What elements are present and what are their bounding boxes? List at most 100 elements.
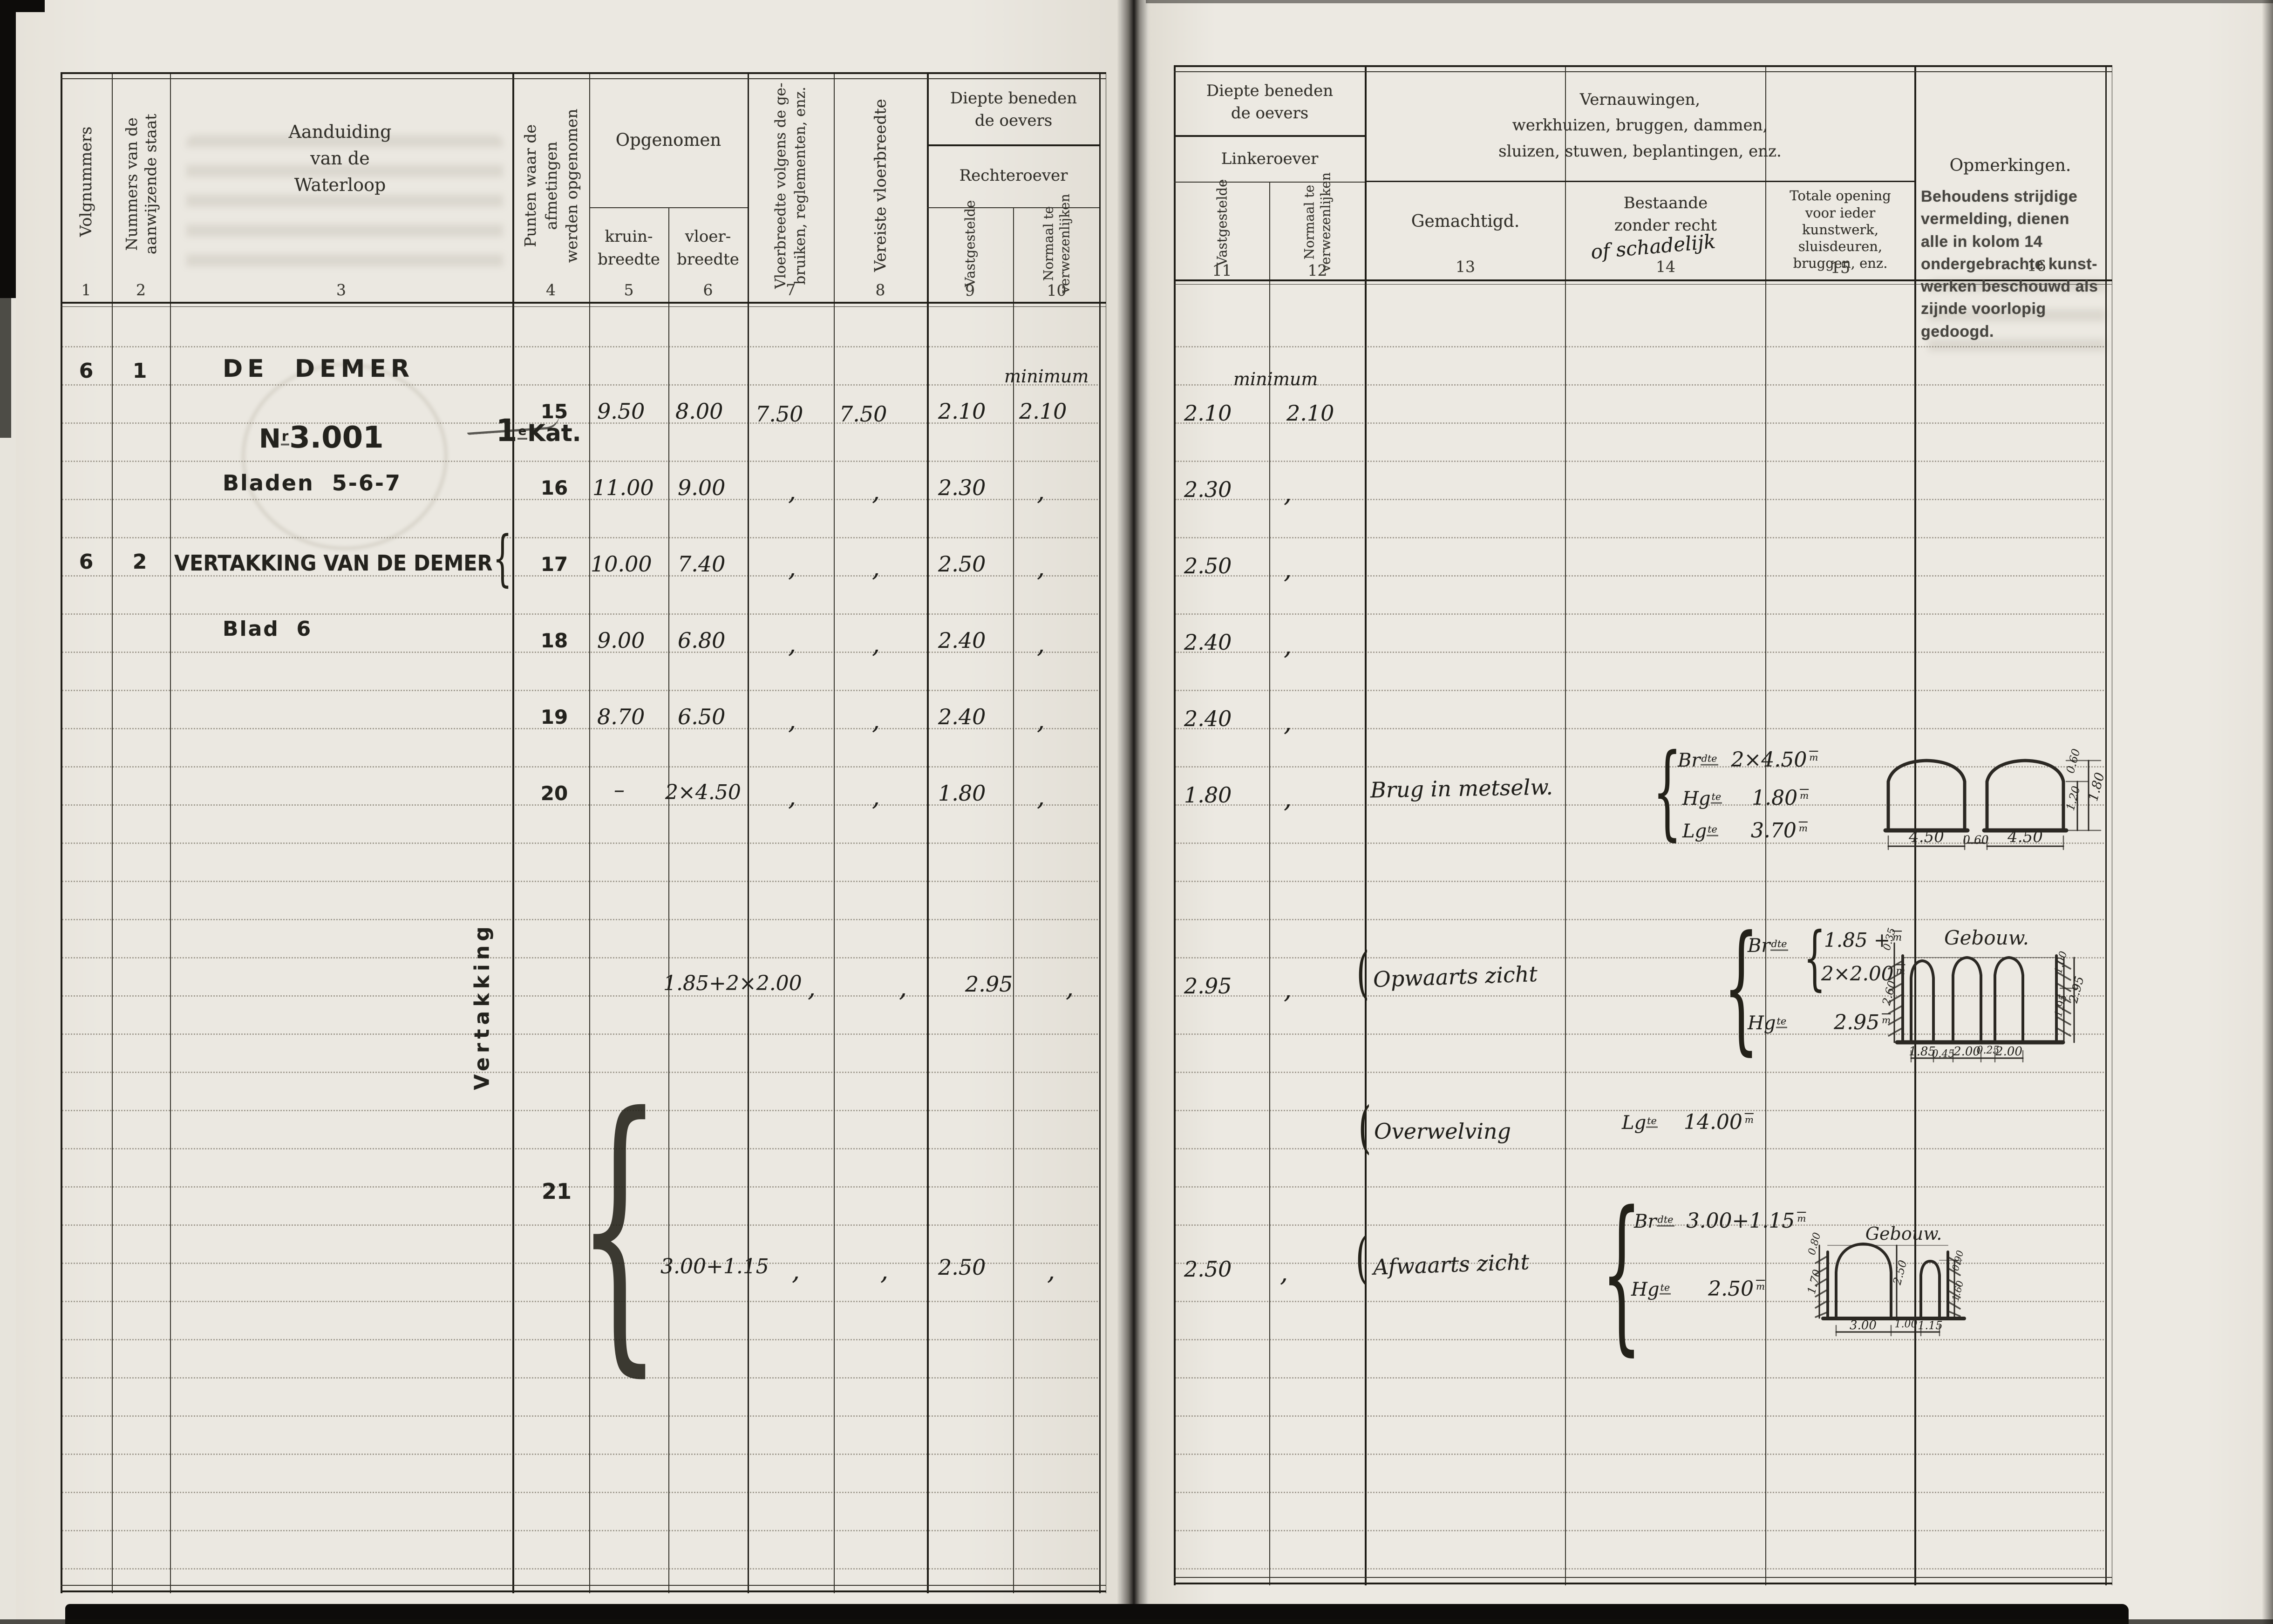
minimum-note: minimum <box>1004 366 1089 387</box>
col16-header: Opmerkingen. <box>1949 156 2071 175</box>
scan-edge-right <box>2262 0 2273 1624</box>
rechteroever-label: Rechteroever <box>959 166 1068 185</box>
rule-line <box>1174 135 1365 137</box>
opening-lengte-note: Lgte 3.70 m <box>1682 819 1808 843</box>
staatnummer-value: 2 <box>132 550 147 574</box>
ditto-mark: , <box>899 973 907 1002</box>
opening-hoogte-note: Hgte 2.95 m <box>1748 1011 1891 1034</box>
kruinbreedte-value: 11.00 <box>592 475 654 500</box>
rule-line <box>1269 182 1270 1585</box>
diepte-linkeroever-vastgestelde: 2.40 <box>1184 630 1232 655</box>
rule-line <box>1175 919 2104 920</box>
rule-line <box>1914 65 1916 1585</box>
col6-number: 6 <box>703 280 713 299</box>
kruinbreedte-value: – <box>614 777 625 802</box>
opening-breedte-note: Brdte 2×4.50 m <box>1678 748 1818 772</box>
rule-line <box>1175 1033 2104 1035</box>
opening-lengte-note: Lgte 14.00 m <box>1622 1110 1754 1134</box>
dim-label: 0.45 <box>1932 1048 1955 1060</box>
gebouw-three-arch-sketch: Gebouw. 1.85 0.45 2.00 0.25 2.00 0.35 2.… <box>1879 926 2087 1063</box>
ditto-mark: , <box>788 782 796 811</box>
rule-line <box>62 881 1098 882</box>
rule-line <box>62 728 1098 729</box>
diepte-rechteroever-vastgestelde: 1.80 <box>938 781 986 806</box>
col4-header: Punten waar de afmetingen werden opgenom… <box>521 109 581 263</box>
col1-number: 1 <box>81 280 91 299</box>
scan-edge <box>0 0 16 298</box>
rule-line <box>62 652 1098 653</box>
dim-label: 1.00 <box>2053 950 2070 975</box>
rule-line <box>62 995 1098 997</box>
ditto-mark: , <box>1037 553 1045 582</box>
rule-line <box>1175 499 2104 500</box>
rule-line <box>1175 1110 2104 1111</box>
rule-line <box>1174 65 2112 67</box>
sketch-title: Gebouw. <box>1865 1223 1942 1244</box>
ditto-mark: , <box>808 973 816 1002</box>
ditto-mark: , <box>788 706 796 735</box>
rule-line <box>1175 1224 2104 1226</box>
rule-line <box>1174 1583 2112 1584</box>
dim-label: 0.25 <box>1977 1045 2000 1056</box>
col16-number: 16 <box>2027 257 2046 275</box>
vloerbreedte-value: 6.50 <box>678 704 726 729</box>
rule-line <box>1175 804 2104 806</box>
rule-line <box>62 1339 1098 1340</box>
minimum-note: minimum <box>1233 369 1318 389</box>
vloerbreedte-value: 7.40 <box>678 551 726 577</box>
opening-hoogte-note: Hgte 1.80 m <box>1682 786 1809 810</box>
rule-line <box>1175 1530 2104 1531</box>
rule-line <box>1174 71 2112 72</box>
rule-line <box>62 919 1098 920</box>
rule-line <box>1175 1492 2104 1493</box>
col1-header: Volgnummers <box>77 126 95 237</box>
vernauwingen-group-header: Vernauwingen, werkhuizen, bruggen, damme… <box>1498 90 1782 161</box>
col7-header: Vloerbreedte volgens de ge- bruiken, reg… <box>772 82 809 289</box>
dim-label: 0.60 <box>2064 747 2083 775</box>
ditto-mark: , <box>1284 784 1292 813</box>
opening-hoogte-note: Hgte 2.50 m <box>1631 1277 1765 1301</box>
ditto-mark: , <box>1284 707 1292 737</box>
col12-header: Normaal te verwezenlijken <box>1301 172 1334 272</box>
punt-number: 16 <box>540 476 568 499</box>
kunstwerk-description: Brug in metselw. <box>1370 774 1553 803</box>
waterloop-registration: Nr3.001 <box>259 421 384 455</box>
diepte-linkeroever-vastgestelde: 2.50 <box>1184 553 1232 578</box>
diepte-linkeroever-vastgestelde: 2.95 <box>1184 973 1232 999</box>
sketch-title: Gebouw. <box>1944 926 2029 949</box>
dim-label: 1.00 <box>1895 1318 1918 1330</box>
rule-line <box>62 1072 1098 1073</box>
ditto-mark: , <box>1284 631 1292 660</box>
opening-breedte-value1: 1.85 + m <box>1824 929 1902 951</box>
rule-line <box>927 72 929 1593</box>
vloerbreedte-value: 9.00 <box>678 475 726 500</box>
rule-line <box>1174 284 2112 285</box>
vloerbreedte-value: 3.00+1.15 <box>660 1255 769 1278</box>
col9-number: 9 <box>965 281 975 299</box>
dim-label: 1.15 <box>1918 1319 1942 1332</box>
punt-number: 15 <box>540 400 568 423</box>
rule-line <box>1175 1263 2104 1264</box>
rule-line <box>61 72 1106 74</box>
volgnummer-value: 6 <box>79 550 94 574</box>
waterloop-name: DE DEMER <box>223 355 414 383</box>
vereiste-vloerbreedte-value: 7.50 <box>839 401 887 427</box>
vloerbreedte-value: 2×4.50 <box>665 781 741 804</box>
ditto-mark: , <box>1284 478 1292 508</box>
rule-line <box>1175 728 2104 729</box>
ditto-mark: , <box>792 1256 800 1285</box>
ditto-mark: , <box>788 476 796 506</box>
staatnummer-value: 1 <box>132 359 147 383</box>
dim-label: 2.60 <box>1879 979 1899 1007</box>
rule-line <box>170 72 171 1593</box>
col4-number: 4 <box>546 280 556 299</box>
dim-label: 2.00 <box>1995 1045 2022 1059</box>
brace: { <box>1723 906 1759 1068</box>
sheets-label: Bladen 5-6-7 <box>223 470 402 496</box>
col11-header: Vastgestelde <box>1214 179 1230 266</box>
rule-line <box>61 302 1106 304</box>
rule-line <box>1175 1454 2104 1455</box>
ditto-mark: , <box>1047 1256 1055 1285</box>
rule-line <box>1175 690 2104 691</box>
rule-line <box>62 1415 1098 1417</box>
